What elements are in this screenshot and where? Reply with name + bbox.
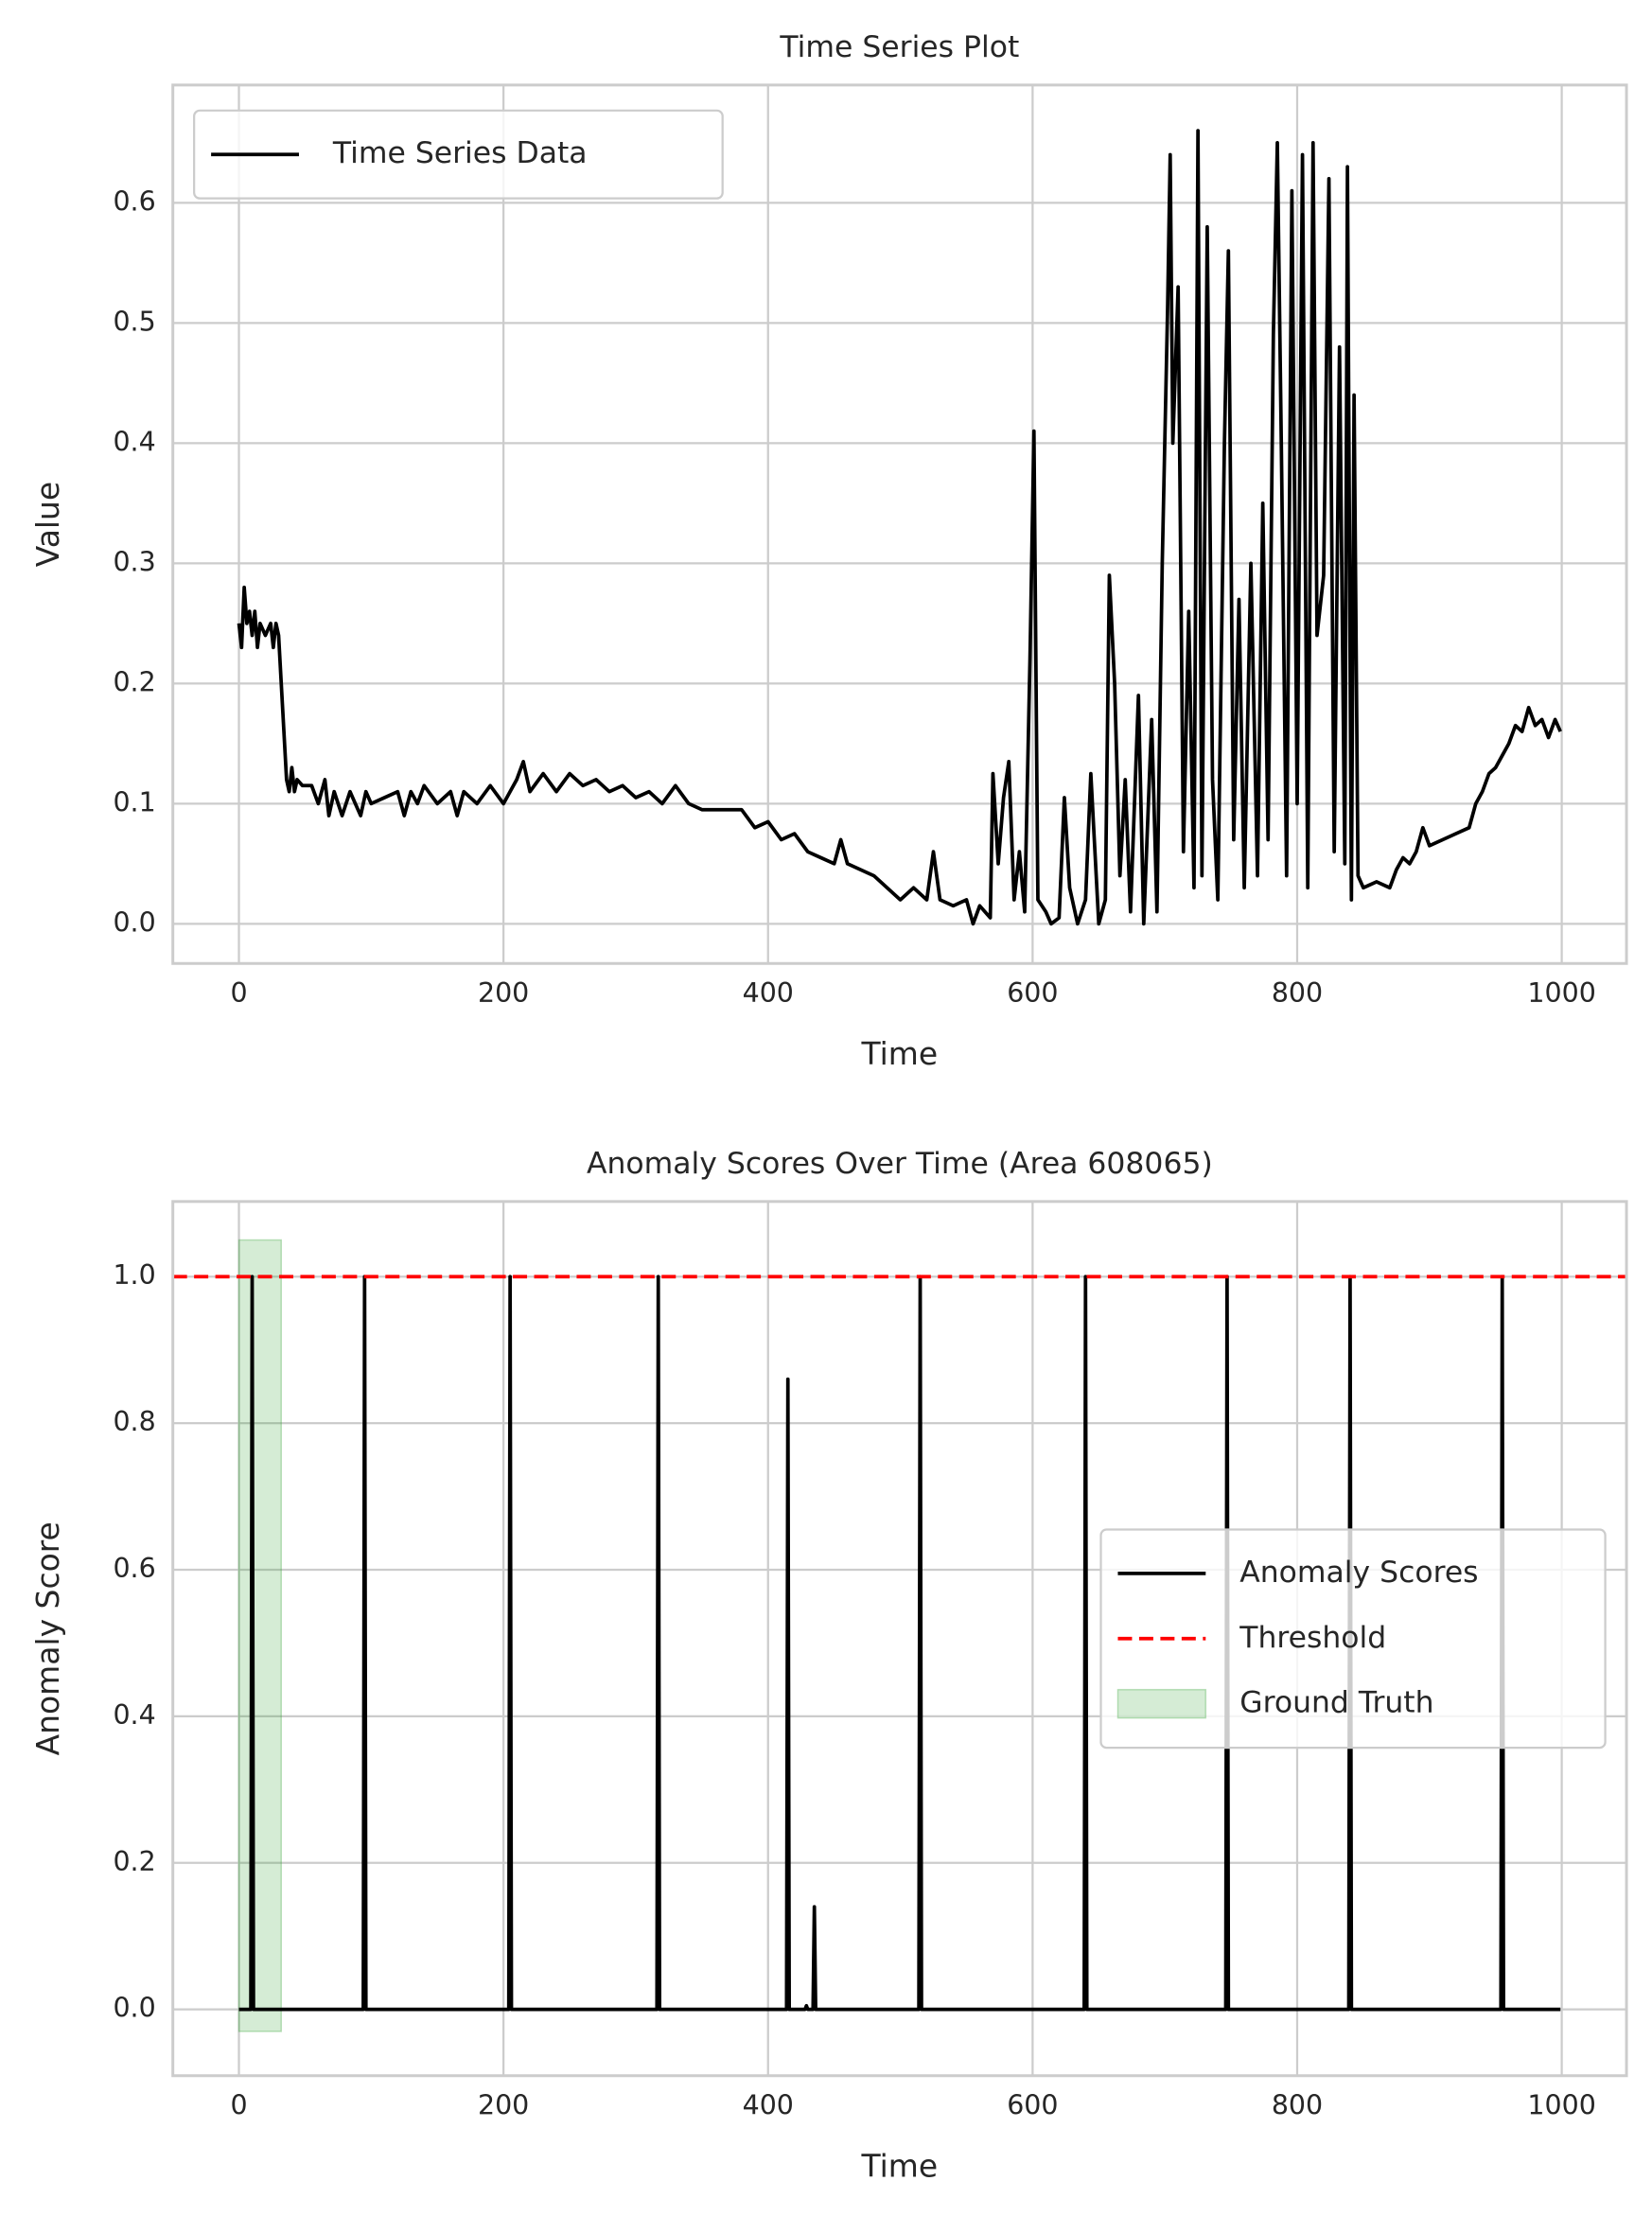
ground-truth-span [237,1239,283,2032]
x-tick-label: 800 [1272,977,1323,1009]
x-tick-label: 800 [1272,2090,1323,2121]
y-tick-label: 0.2 [113,666,155,697]
x-tick-label: 0 [230,2090,247,2121]
x-tick-label: 400 [743,977,794,1009]
y-tick-label: 0.0 [113,1993,155,2024]
y-axis-label: Anomaly Score [29,1521,66,1755]
chart-title: Time Series Plot [779,30,1019,64]
x-axis-label: Time [861,1035,939,1072]
y-tick-label: 0.1 [113,786,155,818]
axes-frame [171,1200,1628,2078]
y-tick-label: 0.4 [113,426,155,457]
x-tick-label: 1000 [1527,977,1595,1009]
y-axis-label: Value [29,482,66,567]
chart-title: Anomaly Scores Over Time (Area 608065) [587,1147,1213,1181]
y-tick-label: 0.6 [113,185,155,217]
x-tick-label: 200 [478,977,529,1009]
axes-frame [171,83,1628,965]
y-tick-label: 0.5 [113,306,155,337]
legend-label: Ground Truth [1239,1686,1433,1720]
legend-label: Anomaly Scores [1239,1556,1478,1590]
x-tick-label: 600 [1007,2090,1058,2121]
y-tick-label: 0.2 [113,1846,155,1877]
y-tick-label: 1.0 [113,1259,155,1291]
legend-box [193,109,724,200]
x-tick-label: 0 [230,977,247,1009]
x-tick-label: 1000 [1527,2090,1595,2121]
x-axis-label: Time [861,2148,939,2185]
x-tick-label: 400 [743,2090,794,2121]
legend-swatch [1116,1688,1207,1719]
legend-label: Threshold [1239,1621,1386,1655]
x-tick-label: 600 [1007,977,1058,1009]
legend-label: Time Series Data [332,136,588,170]
y-tick-label: 0.8 [113,1406,155,1437]
data-line [237,129,1562,926]
y-tick-label: 0.6 [113,1553,155,1584]
y-tick-label: 0.3 [113,546,155,577]
legend-box [1099,1528,1607,1750]
x-tick-label: 200 [478,2090,529,2121]
y-tick-label: 0.4 [113,1699,155,1731]
y-tick-label: 0.0 [113,906,155,938]
data-line [238,1275,1561,2012]
